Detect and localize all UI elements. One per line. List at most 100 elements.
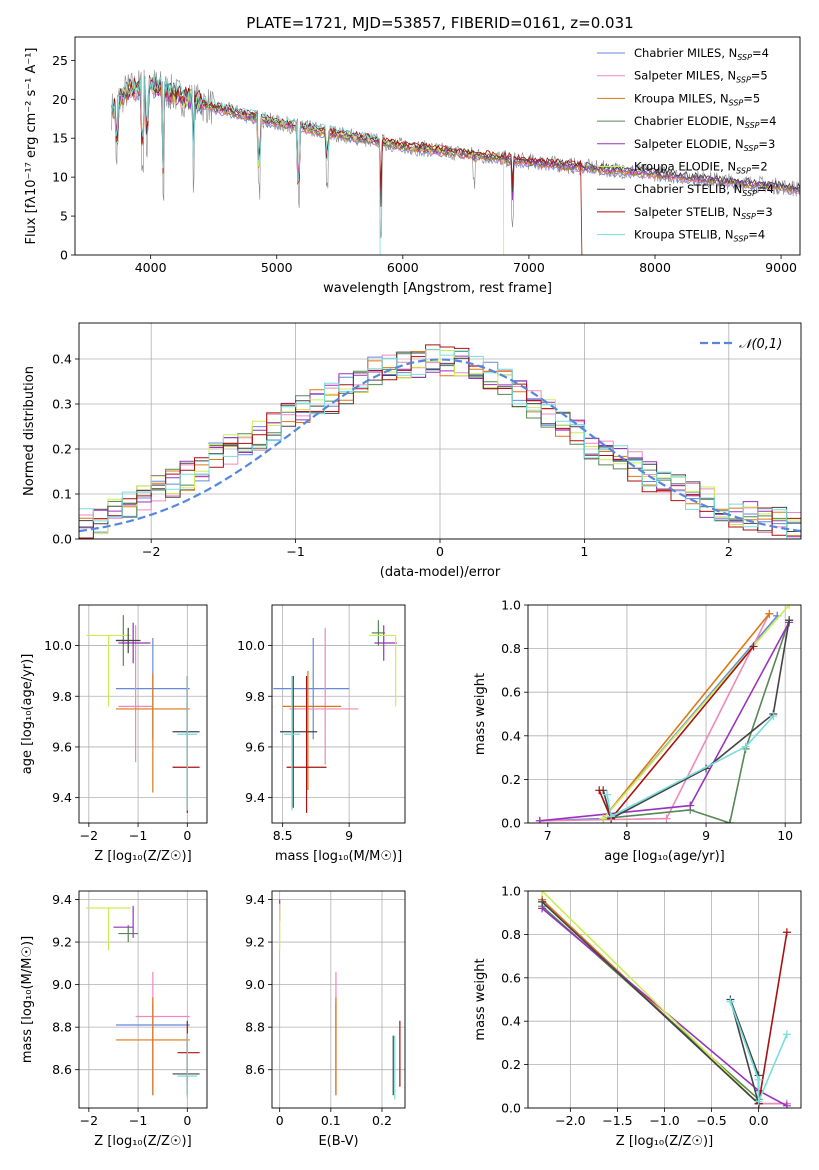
point-marker — [595, 786, 604, 795]
axes-frame — [74, 36, 801, 256]
y-tick-label: 9.8 — [245, 689, 265, 704]
x-tick-label: −1 — [129, 828, 147, 843]
x-tick-label: 5000 — [261, 260, 293, 275]
legend-entry: Chabrier STELIB, NSSP=4 — [634, 182, 774, 198]
x-axis-label: Z [log₁₀(Z/Z☉)] — [94, 1134, 191, 1149]
series-line — [757, 932, 788, 1104]
y-axis-label: mass weight — [473, 958, 488, 1040]
y-tick-label: 0.3 — [52, 397, 72, 412]
x-tick-label: −2 — [80, 828, 98, 843]
y-tick-label: 9.4 — [52, 790, 72, 805]
y-tick-label: 15 — [52, 131, 68, 146]
y-tick-label: 9.4 — [52, 892, 72, 907]
y-tick-label: 9.6 — [52, 739, 72, 754]
point-marker — [662, 814, 671, 823]
series-line — [602, 605, 790, 820]
series-line — [606, 715, 774, 818]
point-marker — [782, 928, 791, 937]
legend-entry: 𝒩(0,1) — [739, 337, 782, 352]
histograms — [79, 344, 801, 539]
errorbars — [86, 615, 200, 813]
x-axis-label: Z [log₁₀(Z/Z☉)] — [616, 1134, 713, 1149]
x-tick-label: 0 — [276, 1113, 284, 1128]
y-tick-label: 0 — [60, 248, 68, 263]
legend-entry: Salpeter MILES, NSSP=5 — [634, 69, 768, 85]
y-tick-label: 10.0 — [44, 638, 72, 653]
y-tick-label: 5 — [60, 209, 68, 224]
y-tick-label: 9.4 — [245, 892, 265, 907]
x-tick-label: −1 — [286, 544, 304, 559]
x-axis-label: age [log₁₀(age/yr)] — [604, 849, 725, 864]
y-tick-label: 9.2 — [245, 935, 265, 950]
x-tick-label: 10 — [777, 828, 793, 843]
y-tick-label: 0.4 — [501, 1014, 521, 1029]
point-marker — [765, 609, 774, 618]
y-tick-label: 8.6 — [245, 1062, 265, 1077]
point-marker — [538, 897, 547, 906]
point-marker — [785, 605, 794, 609]
y-tick-label: 8.8 — [52, 1020, 72, 1035]
x-tick-label: −2 — [80, 1113, 98, 1128]
y-axis-label: Flux [fλ10⁻¹⁷ erg cm⁻² s⁻¹ A⁻¹] — [24, 48, 39, 245]
y-tick-label: 0.8 — [501, 927, 521, 942]
y-axis-label: age [log₁₀(age/yr)] — [20, 654, 35, 775]
point-marker — [769, 712, 778, 721]
point-marker — [726, 997, 735, 1006]
point-marker — [782, 1030, 791, 1039]
y-tick-label: 0.4 — [52, 352, 72, 367]
point-marker — [603, 790, 612, 799]
y-tick-label: 10.0 — [237, 638, 265, 653]
x-tick-label: 2 — [725, 544, 733, 559]
y-tick-label: 0.1 — [52, 487, 72, 502]
series-line — [541, 891, 760, 1105]
x-axis-label: E(B-V) — [318, 1134, 358, 1149]
axes-frame — [78, 890, 208, 1109]
x-tick-label: 7 — [544, 828, 552, 843]
y-axis-label: mass weight — [473, 673, 488, 755]
x-tick-label: 0.0 — [749, 1113, 769, 1128]
x-tick-label: 9 — [702, 828, 710, 843]
y-tick-label: 0.2 — [52, 442, 72, 457]
histogram-step — [79, 344, 801, 539]
gaussian-curve — [79, 358, 801, 533]
x-tick-label: 8 — [623, 828, 631, 843]
y-axis-label: mass [log₁₀(M/M☉)] — [20, 936, 35, 1063]
y-tick-label: 8.8 — [245, 1020, 265, 1035]
spectrum-panel: 4000 5000 6000 7000 8000 9000 0 5 10 15 20 25 wavele… — [24, 36, 801, 296]
y-tick-label: 10 — [52, 170, 68, 185]
axes-frame — [527, 604, 802, 824]
x-tick-label: −1 — [129, 1113, 147, 1128]
figure-title: PLATE=1721, MJD=53857, FIBERID=0161, z=0… — [246, 14, 633, 32]
point-marker — [686, 801, 695, 810]
point-marker — [741, 742, 750, 751]
x-tick-label: 0 — [183, 1113, 191, 1128]
x-tick-label: 0 — [183, 828, 191, 843]
y-tick-label: 0.8 — [501, 641, 521, 656]
age-vs-mass-panel: 8.5 9 9.4 9.6 9.8 10.0 mass [log₁₀(M/M☉)] — [237, 604, 406, 864]
y-tick-label: 9.2 — [52, 935, 72, 950]
y-tick-label: 20 — [52, 92, 68, 107]
x-axis-label: wavelength [Angstrom, rest frame] — [323, 281, 552, 296]
legend-entry: Kroupa STELIB, NSSP=4 — [634, 228, 765, 244]
series-line — [603, 620, 790, 823]
histogram-step — [79, 348, 801, 539]
x-axis-label: (data-model)/error — [380, 565, 501, 580]
legend-entry: Kroupa MILES, NSSP=5 — [634, 91, 760, 107]
point-marker — [607, 812, 616, 821]
point-marker — [782, 1101, 791, 1108]
x-axis-label: mass [log₁₀(M/M☉)] — [275, 849, 402, 864]
spectrum-lines — [111, 69, 800, 255]
model-spectrum-line — [111, 77, 800, 193]
legend-entry: Kroupa ELODIE, NSSP=2 — [634, 160, 768, 176]
y-tick-label: 9.6 — [245, 739, 265, 754]
y-tick-label: 0.2 — [501, 1057, 521, 1072]
point-marker — [749, 642, 758, 651]
axes-frame — [527, 890, 802, 1109]
age-vs-metallicity-panel: −2 −1 0 9.4 9.6 9.8 10.0 Z [log₁₀(Z/Z☉)] age [lo… — [20, 604, 208, 864]
x-tick-label: 1 — [580, 544, 588, 559]
legend-entry: Salpeter ELODIE, NSSP=3 — [634, 137, 775, 153]
x-tick-label: 9000 — [765, 260, 797, 275]
mass-vs-extinction-panel: 0 0.1 0.2 8.6 8.8 9.0 9.2 9.4 E(B-V) — [245, 890, 406, 1149]
y-tick-label: 9.0 — [245, 977, 265, 992]
x-tick-label: 0 — [436, 544, 444, 559]
